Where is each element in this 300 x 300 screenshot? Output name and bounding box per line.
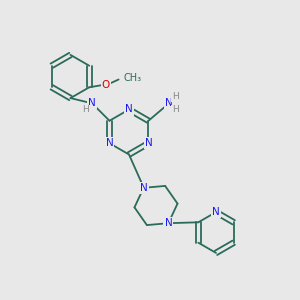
Text: N: N [125, 104, 133, 115]
Text: CH₃: CH₃ [124, 73, 142, 83]
Text: H: H [82, 105, 89, 114]
Text: N: N [165, 98, 173, 108]
Text: H: H [172, 92, 179, 101]
Text: N: N [88, 98, 96, 108]
Text: N: N [140, 183, 148, 193]
Text: N: N [106, 138, 113, 148]
Text: O: O [102, 80, 110, 90]
Text: N: N [164, 218, 172, 228]
Text: H: H [172, 105, 179, 114]
Text: N: N [212, 207, 220, 217]
Text: N: N [145, 138, 152, 148]
